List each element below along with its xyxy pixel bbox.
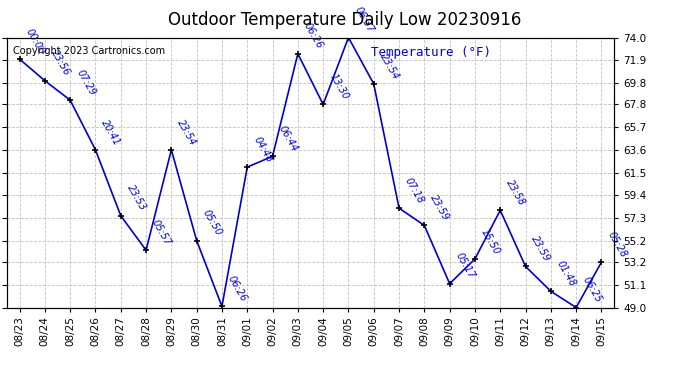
Text: 23:56: 23:56	[49, 48, 72, 78]
Text: 01:48: 01:48	[555, 259, 578, 288]
Text: 23:53: 23:53	[125, 183, 148, 213]
Text: 23:58: 23:58	[504, 178, 527, 207]
Text: 07:18: 07:18	[403, 176, 426, 206]
Text: 05:50: 05:50	[201, 208, 224, 238]
Text: 05:17: 05:17	[454, 252, 477, 281]
Text: 04:48: 04:48	[251, 135, 274, 164]
Text: Copyright 2023 Cartronics.com: Copyright 2023 Cartronics.com	[13, 46, 165, 56]
Text: 23:59: 23:59	[428, 193, 451, 223]
Text: 05:57: 05:57	[150, 218, 173, 248]
Text: 06:25: 06:25	[580, 275, 603, 305]
Text: 00:00: 00:00	[23, 27, 46, 56]
Text: 06:44: 06:44	[277, 124, 299, 153]
Text: 23:54: 23:54	[175, 118, 198, 147]
Text: 07:29: 07:29	[75, 68, 97, 98]
Text: 06:37: 06:37	[353, 5, 375, 35]
Text: 20:41: 20:41	[99, 118, 122, 147]
Text: Temperature (°F): Temperature (°F)	[371, 46, 491, 58]
Text: 06:26: 06:26	[226, 274, 249, 304]
Text: 06:26: 06:26	[302, 21, 325, 51]
Text: 23:59: 23:59	[530, 234, 553, 264]
Text: 13:30: 13:30	[327, 72, 350, 102]
Text: 15:50: 15:50	[479, 226, 502, 256]
Text: Outdoor Temperature Daily Low 20230916: Outdoor Temperature Daily Low 20230916	[168, 11, 522, 29]
Text: 23:54: 23:54	[378, 52, 401, 81]
Text: 05:28: 05:28	[606, 230, 629, 260]
